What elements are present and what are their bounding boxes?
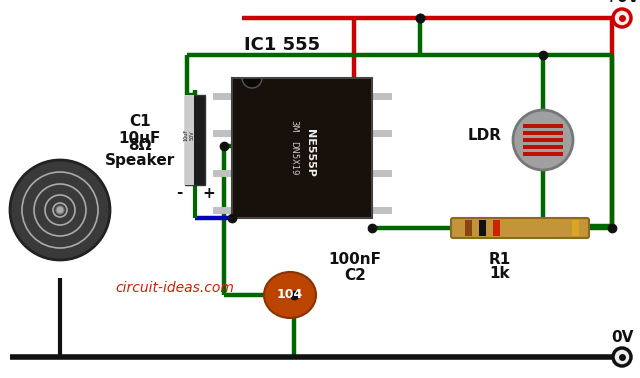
Text: Speaker: Speaker <box>105 152 175 167</box>
Text: 1k: 1k <box>490 265 510 280</box>
Text: LDR: LDR <box>468 127 502 143</box>
Circle shape <box>613 9 631 27</box>
Bar <box>572 220 579 236</box>
FancyBboxPatch shape <box>451 218 589 238</box>
Text: 0V: 0V <box>611 330 633 344</box>
Text: 10uF
50V: 10uF 50V <box>184 129 195 141</box>
Circle shape <box>513 110 573 170</box>
Text: NE555P: NE555P <box>305 129 315 177</box>
Bar <box>523 138 563 142</box>
Bar <box>232 78 372 218</box>
Circle shape <box>613 348 631 366</box>
Text: +: + <box>203 186 216 200</box>
Text: 8Ω: 8Ω <box>128 138 152 152</box>
Text: C1
10uF: C1 10uF <box>119 114 161 146</box>
Bar <box>523 124 563 128</box>
Bar <box>523 145 563 149</box>
Text: IC1 555: IC1 555 <box>244 36 320 54</box>
Text: -: - <box>176 186 182 200</box>
Circle shape <box>56 206 64 214</box>
Text: DN5X19: DN5X19 <box>289 141 298 175</box>
Bar <box>523 131 563 135</box>
Bar <box>465 220 472 236</box>
Text: 100nF: 100nF <box>328 253 381 268</box>
Bar <box>185 95 194 185</box>
Circle shape <box>10 160 110 260</box>
Wedge shape <box>242 78 262 88</box>
Text: C2: C2 <box>344 268 366 282</box>
Bar <box>523 152 563 156</box>
Bar <box>185 95 205 185</box>
Text: circuit-ideas.com: circuit-ideas.com <box>116 281 234 295</box>
Bar <box>479 220 486 236</box>
Text: 3M: 3M <box>289 120 298 132</box>
Bar <box>493 220 500 236</box>
Text: +6V: +6V <box>604 0 639 6</box>
Text: 104: 104 <box>277 288 303 302</box>
Ellipse shape <box>264 272 316 318</box>
Text: R1: R1 <box>489 253 511 268</box>
